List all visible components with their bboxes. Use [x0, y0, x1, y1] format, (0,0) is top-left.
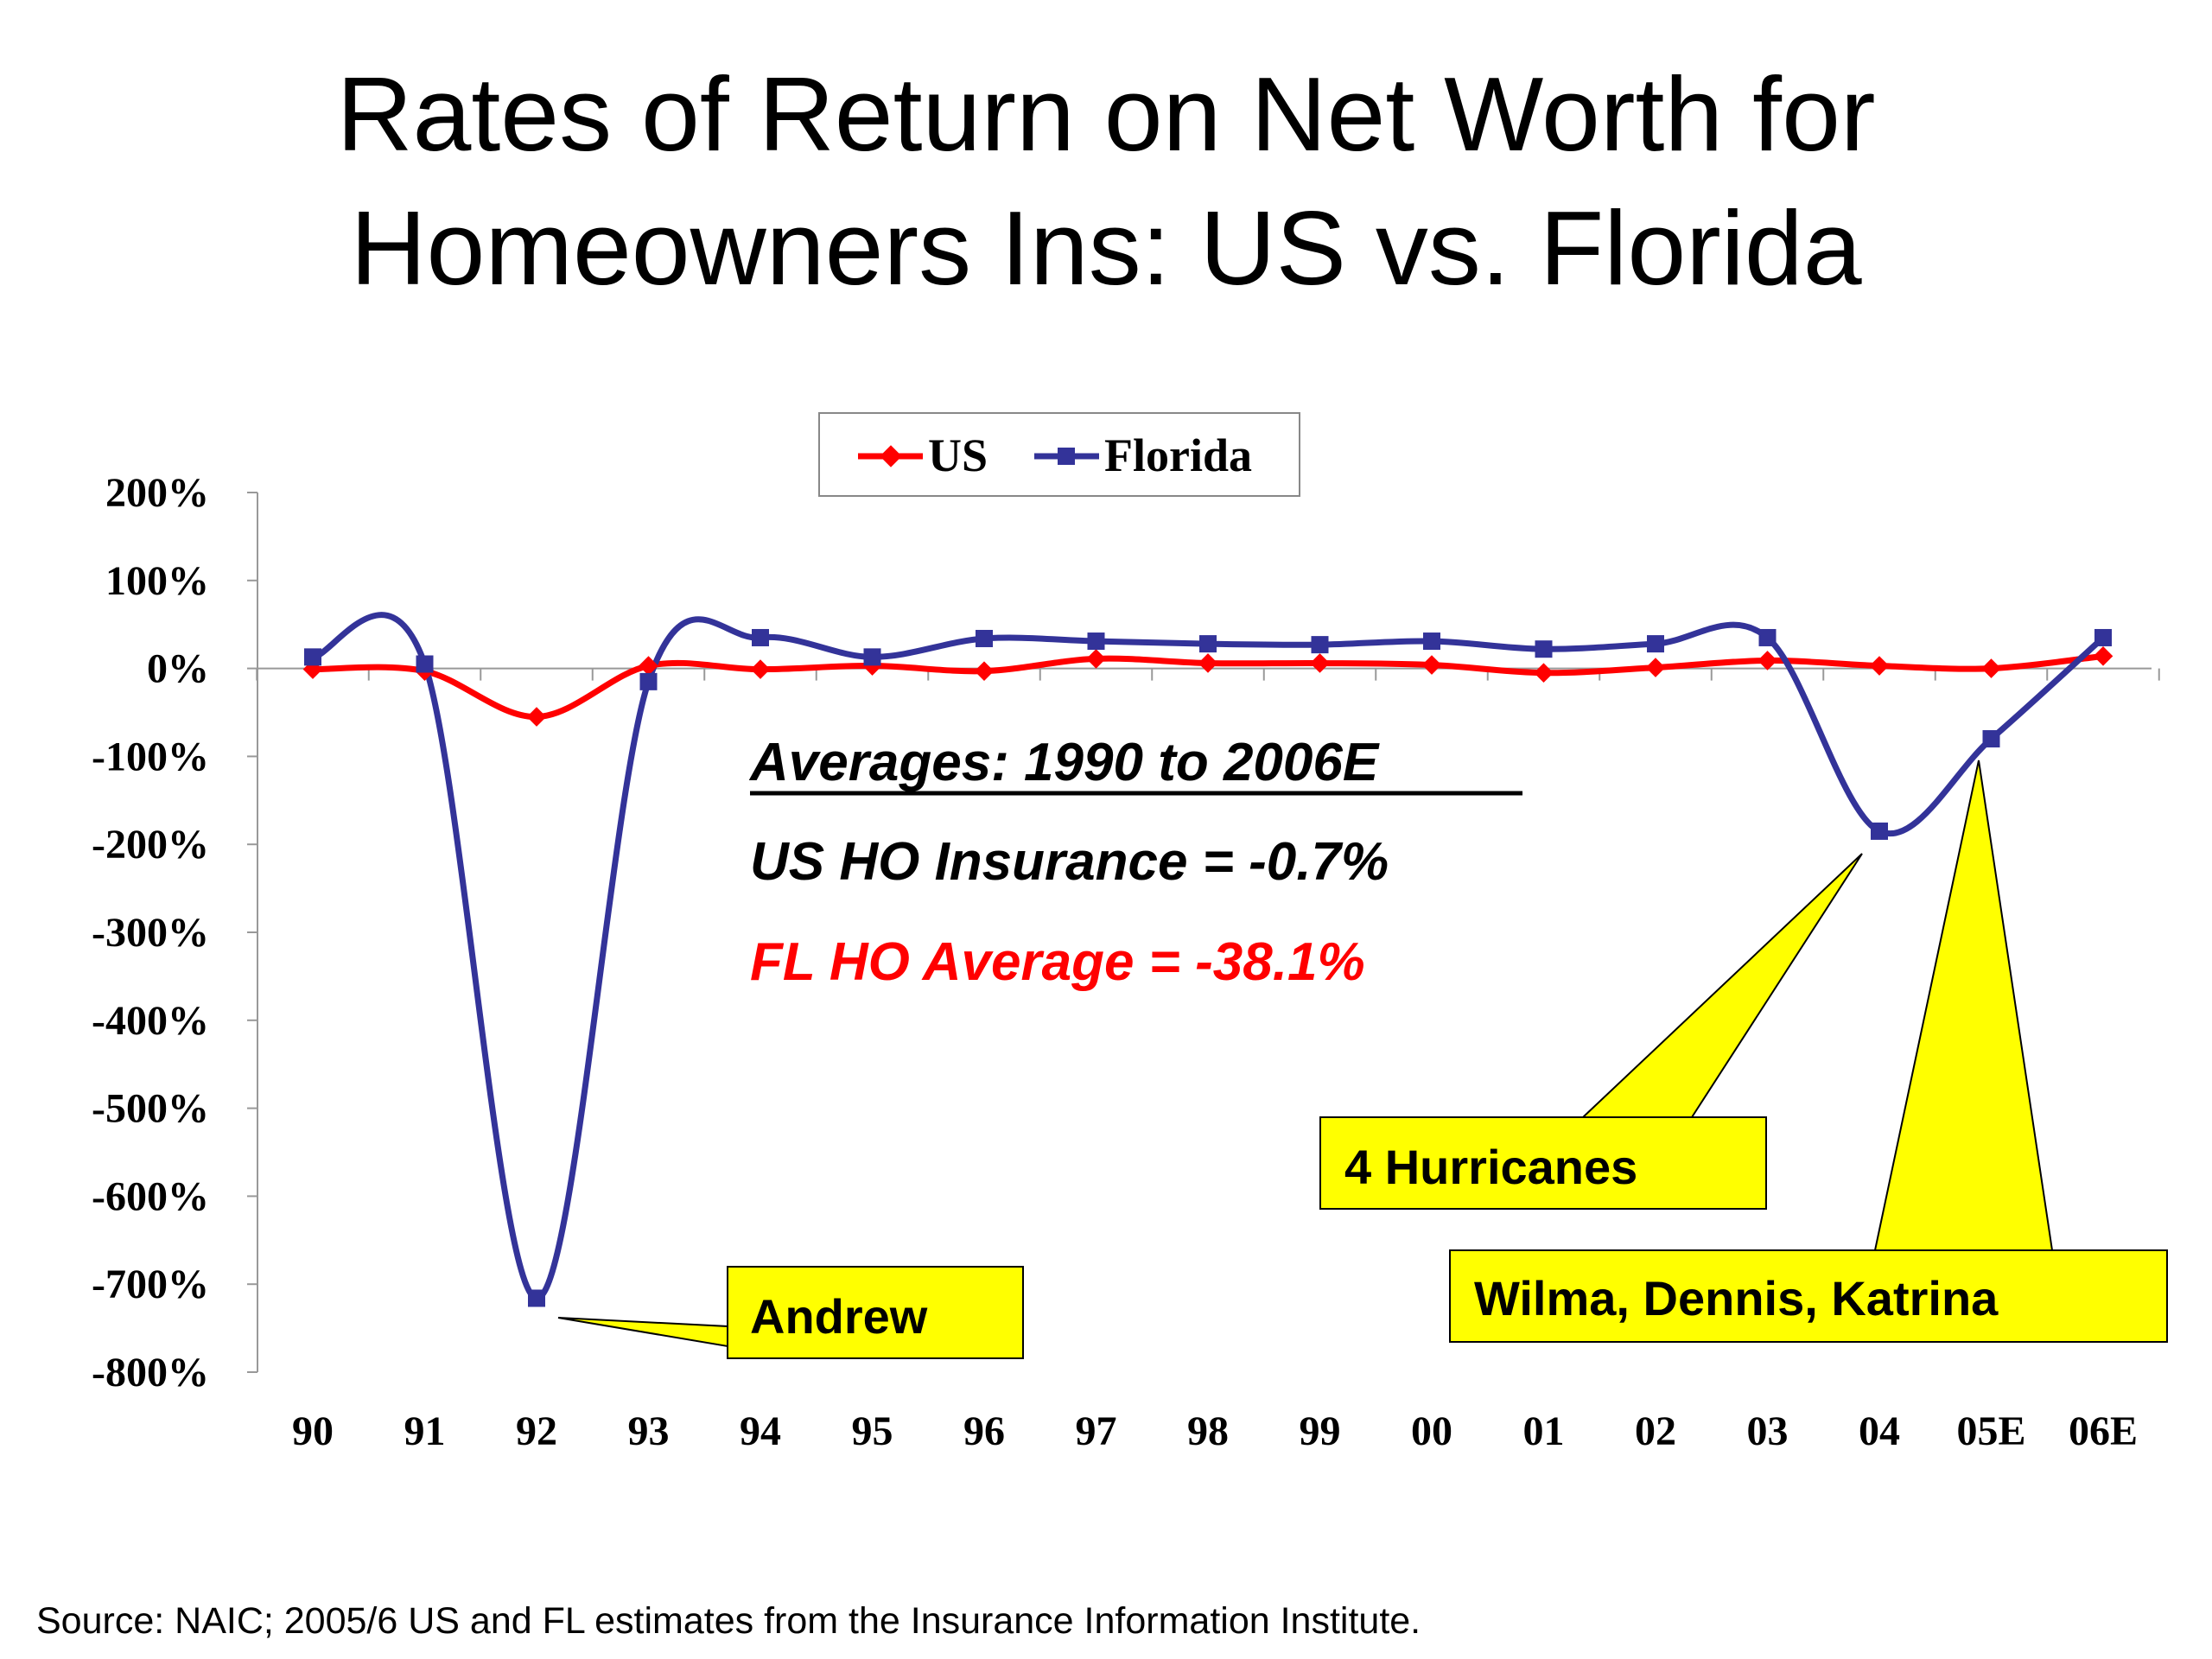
x-tick-label: 04 [1859, 1408, 1900, 1454]
x-tick-label: 95 [852, 1408, 893, 1454]
florida-point [304, 648, 321, 666]
y-tick-label: -400% [92, 998, 209, 1044]
us-point [1758, 651, 1777, 671]
us-point [2093, 646, 2113, 666]
us-point [1310, 653, 1330, 673]
x-tick-label: 02 [1635, 1408, 1676, 1454]
y-tick-label: 200% [105, 470, 209, 516]
florida-point [752, 628, 769, 646]
florida-point [1311, 636, 1329, 654]
x-tick-label: 03 [1747, 1408, 1789, 1454]
x-tick-label: 94 [740, 1408, 781, 1454]
us-point [1534, 663, 1554, 683]
us-point [1086, 649, 1106, 669]
legend-florida-marker [1058, 448, 1075, 465]
x-tick-label: 00 [1411, 1408, 1452, 1454]
callout-4-hurricanes-label: 4 Hurricanes [1344, 1140, 1637, 1194]
us-point [1869, 656, 1890, 676]
florida-point [1199, 635, 1217, 653]
x-tick-label: 96 [963, 1408, 1005, 1454]
florida-point [2094, 628, 2112, 646]
averages-fl-line: FL HO Average = -38.1% [750, 932, 1365, 992]
callout-4-hurricanes-box [1319, 1116, 1767, 1210]
us-point [639, 656, 658, 676]
callout-wilma-dennis-katrina: Wilma, Dennis, Katrina [1449, 760, 2168, 1343]
x-tick-label: 06E [2069, 1408, 2138, 1454]
y-tick-labels: 200% 100% 0% -100% -200% -300% -400% -500% -600%… [92, 470, 209, 1395]
series-group [302, 612, 2113, 1307]
x-tick-label: 93 [628, 1408, 670, 1454]
callout-4-hurricanes-pointer [1580, 853, 1863, 1118]
us-point [1981, 658, 2001, 678]
title-line-2: Homeowners Ins: US vs. Florida [350, 189, 1862, 307]
chart-title: Rates of Return on Net Worth for Homeown… [0, 48, 2212, 315]
callout-andrew-box [727, 1266, 1024, 1359]
us-point [974, 661, 995, 681]
florida-point [528, 1289, 545, 1307]
us-point [1198, 653, 1218, 673]
florida-point [1871, 822, 1888, 840]
florida-point [1423, 632, 1440, 651]
y-tick-label: -500% [92, 1086, 209, 1132]
legend-florida-label: Florida [1104, 429, 1252, 481]
florida-point [416, 655, 434, 673]
florida-point [1647, 635, 1664, 653]
us-point [1645, 658, 1666, 677]
x-tick-label: 91 [404, 1408, 446, 1454]
x-tick-label: 92 [516, 1408, 557, 1454]
callout-4-hurricanes: 4 Hurricanes [1319, 853, 1863, 1210]
y-tick-label: 100% [105, 558, 209, 604]
us-point [750, 659, 771, 679]
florida-point [1087, 632, 1105, 651]
callout-wilma-box [1449, 1249, 2168, 1343]
florida-point [1758, 628, 1777, 646]
averages-heading: Averages: 1990 to 2006E [748, 733, 1380, 792]
y-tick-label: 0% [147, 646, 209, 692]
averages-us-line: US HO Insurance = -0.7% [750, 832, 1389, 892]
callout-andrew-pointer [557, 1317, 728, 1348]
source-note: Source: NAIC; 2005/6 US and FL estimates… [36, 1600, 1421, 1642]
florida-point [1982, 730, 2000, 748]
legend: US Florida [818, 412, 1300, 497]
y-tick-label: -200% [92, 822, 209, 868]
x-tick-label: 98 [1187, 1408, 1229, 1454]
x-tick-label: 01 [1523, 1408, 1565, 1454]
us-point [1421, 655, 1442, 675]
y-tick-label: -700% [92, 1262, 209, 1307]
x-tick-label: 97 [1076, 1408, 1117, 1454]
callout-wilma-label: Wilma, Dennis, Katrina [1474, 1271, 1999, 1325]
florida-point [863, 648, 881, 666]
y-tick-label: -100% [92, 734, 209, 779]
y-tick-label: -800% [92, 1350, 209, 1395]
x-tick-labels: 90 91 92 93 94 95 96 97 98 99 00 01 02 03 04 05E 06E [292, 1408, 2138, 1454]
y-tick-label: -300% [92, 910, 209, 956]
title-line-1: Rates of Return on Net Worth for [336, 55, 1876, 173]
callout-andrew: Andrew [557, 1266, 1024, 1359]
florida-point [1535, 640, 1553, 658]
x-tick-label: 05E [1956, 1408, 2025, 1454]
y-tick-label: -600% [92, 1173, 209, 1219]
x-tick-label: 99 [1300, 1408, 1341, 1454]
florida-point [976, 629, 993, 647]
legend-us-label: US [928, 429, 988, 481]
florida-point [639, 672, 658, 690]
us-point [526, 707, 547, 727]
x-tick-label: 90 [292, 1408, 334, 1454]
callout-andrew-label: Andrew [750, 1289, 928, 1344]
